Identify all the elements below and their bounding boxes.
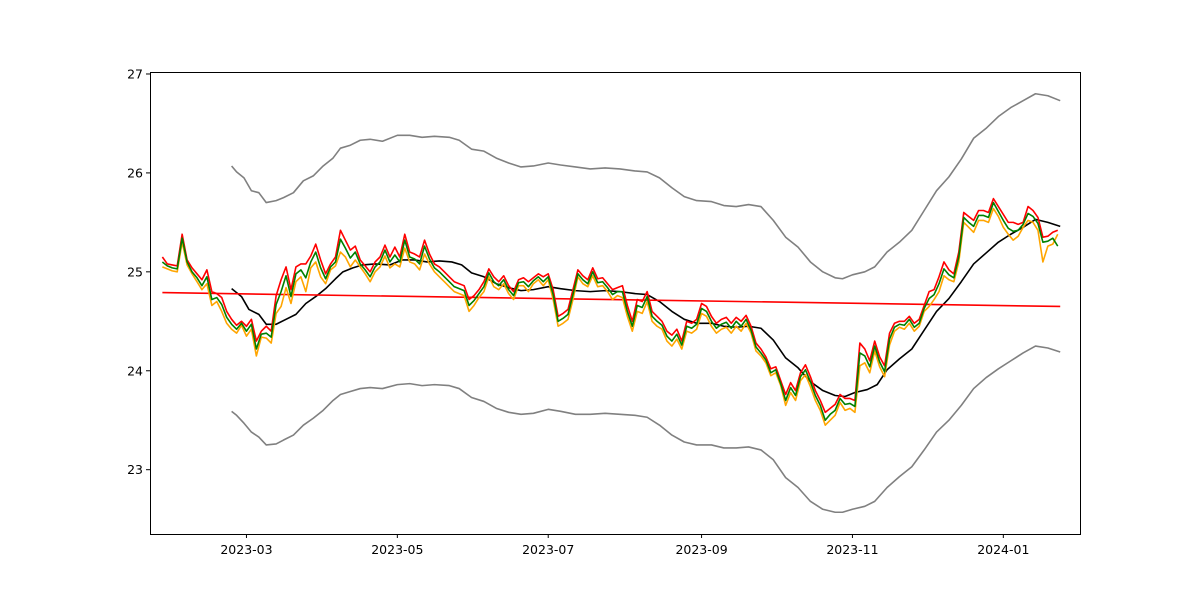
x-axis: 2023-03 2023-05 2023-07 2023-09 2023-11 2024-… bbox=[220, 534, 1029, 557]
series-line-trend bbox=[162, 291, 1061, 308]
x-tick-label: 2023-07 bbox=[522, 542, 574, 557]
series-line-green bbox=[161, 201, 1059, 422]
series-line-red bbox=[161, 197, 1059, 414]
y-tick-label: 25 bbox=[127, 264, 143, 279]
series-line-orange bbox=[162, 207, 1059, 426]
y-tick-label: 27 bbox=[127, 66, 143, 81]
series-layer bbox=[161, 92, 1061, 514]
series-line-moving-average bbox=[231, 218, 1061, 398]
x-tick-label: 2023-05 bbox=[371, 542, 423, 557]
y-tick-label: 24 bbox=[127, 363, 143, 378]
x-tick-label: 2023-09 bbox=[675, 542, 727, 557]
y-axis: 23 24 25 26 27 bbox=[127, 66, 150, 477]
series-line-lower bbox=[231, 345, 1061, 514]
x-tick-label: 2023-03 bbox=[220, 542, 272, 557]
x-tick-label: 2024-01 bbox=[977, 542, 1029, 557]
y-tick-label: 23 bbox=[127, 462, 143, 477]
y-tick-label: 26 bbox=[127, 165, 143, 180]
plot-frame bbox=[150, 72, 1081, 535]
series-line-upper bbox=[231, 92, 1061, 280]
x-tick-label: 2023-11 bbox=[826, 542, 878, 557]
